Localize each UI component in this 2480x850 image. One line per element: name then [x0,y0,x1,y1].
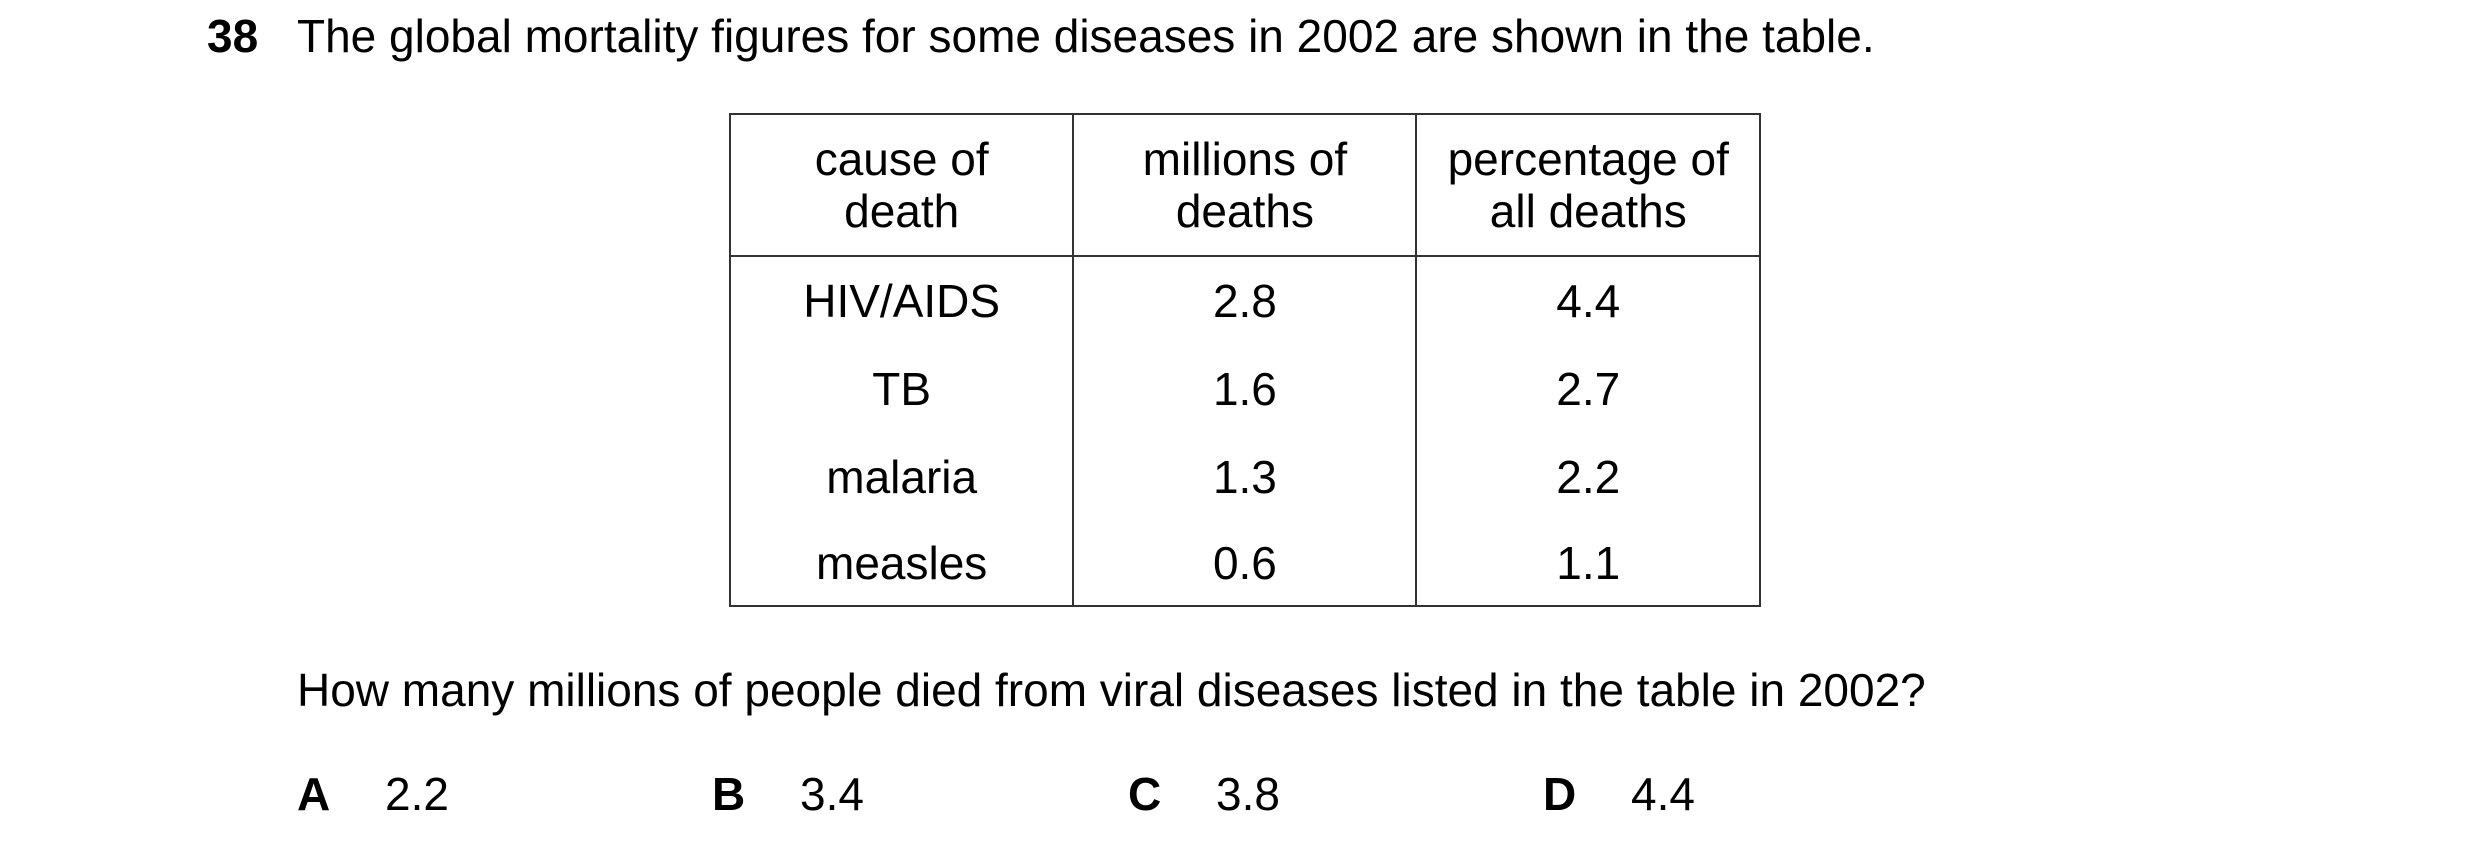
header-cause-of-death: cause of death [728,113,1075,257]
cell-percentage: 2.7 [1415,345,1761,433]
question-stem: The global mortality figures for some di… [297,10,1875,62]
cell-cause: malaria [728,433,1075,521]
option-letter: A [297,768,331,820]
cell-percentage: 1.1 [1415,521,1761,607]
question-number: 38 [207,10,259,62]
option-b[interactable]: B 3.4 [712,762,864,826]
table-row: HIV/AIDS 2.8 4.4 [728,256,1761,345]
option-d[interactable]: D 4.4 [1543,762,1695,826]
table-header-row: cause of death millions of deaths percen… [728,113,1761,257]
header-line: death [844,185,960,237]
header-millions-of-deaths: millions of deaths [1072,113,1418,257]
question-text: How many millions of people died from vi… [297,664,1926,716]
cell-cause: measles [728,521,1075,607]
option-letter: C [1128,768,1162,820]
table-row: TB 1.6 2.7 [728,345,1761,433]
option-value: 4.4 [1631,768,1695,820]
cell-millions: 1.6 [1072,345,1418,433]
option-a[interactable]: A 2.2 [297,762,449,826]
cell-cause: HIV/AIDS [728,256,1075,345]
header-percentage-of-all-deaths: percentage of all deaths [1415,113,1761,257]
header-line: millions of [1142,133,1348,185]
cell-millions: 0.6 [1072,521,1418,607]
table-row: malaria 1.3 2.2 [728,433,1761,521]
table-row: measles 0.6 1.1 [728,521,1761,607]
option-letter: B [712,768,746,820]
option-value: 3.4 [800,768,864,820]
option-value: 2.2 [385,768,449,820]
option-value: 3.8 [1216,768,1280,820]
header-line: cause of [814,133,989,185]
header-line: all deaths [1489,185,1687,237]
option-letter: D [1543,768,1577,820]
cell-millions: 2.8 [1072,256,1418,345]
cell-cause: TB [728,345,1075,433]
header-line: percentage of [1447,133,1729,185]
mortality-table: cause of death millions of deaths percen… [728,113,1761,607]
option-c[interactable]: C 3.8 [1128,762,1280,826]
header-line: deaths [1175,185,1314,237]
cell-percentage: 2.2 [1415,433,1761,521]
cell-percentage: 4.4 [1415,256,1761,345]
cell-millions: 1.3 [1072,433,1418,521]
